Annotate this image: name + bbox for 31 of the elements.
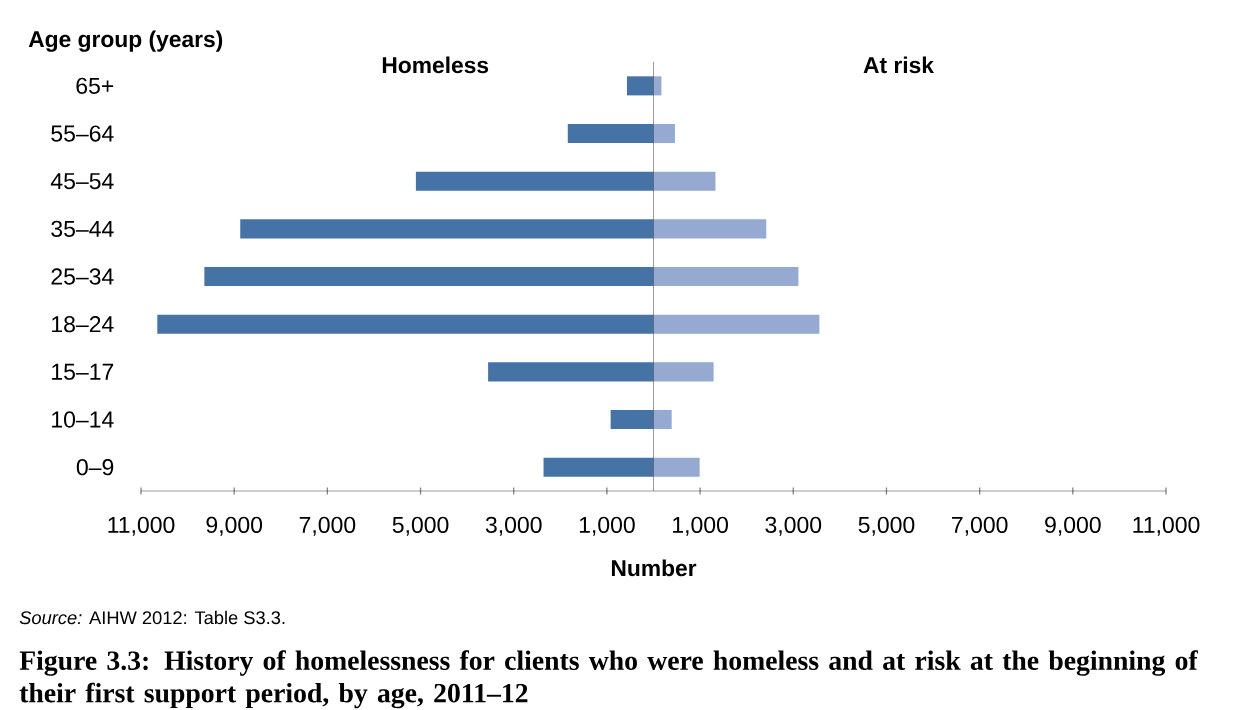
- text: Figure 3.3: History of homelessness for clients who were homeless and at risk at the beginning of their first support period, by age, 2011–12: [19, 650, 1198, 709]
- y-tick-label: 10–14: [52, 411, 114, 428]
- x-tick-label: 9,000: [1045, 516, 1101, 536]
- x-tick-label: 5,000: [392, 516, 449, 536]
- x-tick-label: 11,000: [1133, 516, 1200, 536]
- x-tick-label: 3,000: [765, 516, 822, 536]
- x-tick-label: 5,000: [858, 516, 915, 536]
- bar: [653, 219, 767, 239]
- y-tick-label: 0–9: [76, 459, 114, 476]
- y-tick-label: 45–54: [50, 173, 114, 190]
- y-tick-label: 18–24: [52, 316, 114, 333]
- text: Homeless: [382, 56, 489, 74]
- y-tick-label: 35–44: [51, 220, 114, 237]
- y-tick-label: 65+: [76, 77, 114, 94]
- x-tick-label: 7,000: [299, 516, 356, 536]
- text: At risk: [863, 56, 934, 74]
- x-tick-label: 1,000: [673, 516, 728, 536]
- y-tick-label: 55–64: [51, 125, 114, 142]
- bar: [653, 266, 799, 287]
- bar: [653, 123, 675, 144]
- text: Source: AIHW 2012: Table S3.3.: [19, 610, 285, 625]
- x-tick-label: 7,000: [952, 516, 1008, 536]
- y-axis-title: Age group (years): [28, 30, 223, 52]
- x-tick-label: 9,000: [206, 516, 263, 536]
- x-axis-title: Number: [611, 559, 697, 577]
- x-tick-label: 1,000: [579, 516, 635, 536]
- x-tick-label: 11,000: [108, 516, 175, 536]
- x-tick-label: 3,000: [485, 516, 542, 536]
- y-tick-label: 15–17: [52, 363, 114, 380]
- bar: [653, 171, 716, 191]
- y-tick-label: 25–34: [51, 268, 114, 285]
